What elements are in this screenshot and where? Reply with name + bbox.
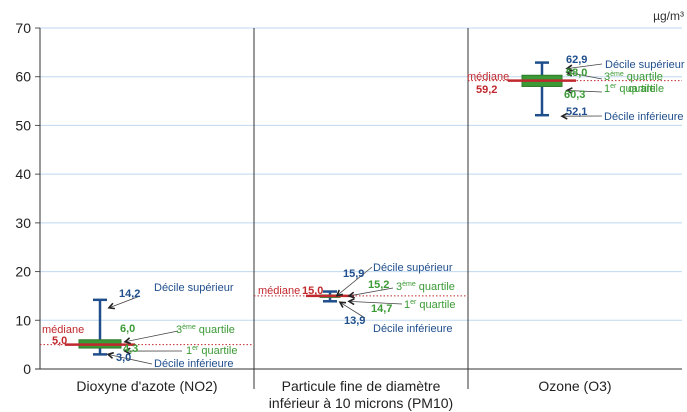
q3-value-label: 15,2 xyxy=(368,279,389,291)
annotation-arrowhead xyxy=(107,302,116,310)
annotation-arrowhead xyxy=(338,301,347,308)
median-value-label: 5,0 xyxy=(52,335,67,347)
annotation-arrowhead xyxy=(560,112,568,120)
q3-value-label: 58,0 xyxy=(566,67,587,79)
y-tick-label: 30 xyxy=(15,215,31,231)
annotation-leader xyxy=(336,266,373,296)
annotation-arrowhead xyxy=(106,351,114,359)
decile-sup-value-label: 62,9 xyxy=(566,54,587,66)
decile-inf-value-label: 52,1 xyxy=(566,106,587,118)
decile-inf-name-label: Décile inférieure xyxy=(154,358,233,370)
decile-sup-name-label: Décile supérieur xyxy=(605,59,685,71)
annotation-arrowhead xyxy=(123,347,131,355)
q1-name-label: 1er quartile xyxy=(604,83,656,95)
decile-inf-value-label: 3,0 xyxy=(116,352,131,364)
median-name-label: médiane xyxy=(467,71,509,83)
median-value-label: 15,0 xyxy=(302,285,323,297)
annotation-arrowhead xyxy=(565,64,573,72)
y-tick-label: 10 xyxy=(15,312,31,328)
category-label: inférieur à 10 microns (PM10) xyxy=(269,395,453,411)
q1-value-label: 60,3 xyxy=(564,89,585,101)
y-tick-label: 20 xyxy=(15,264,31,280)
median-name-label: médiane xyxy=(42,324,84,336)
q1-value-label: 14,7 xyxy=(371,303,392,315)
median-name-label: médiane xyxy=(258,285,300,297)
decile-sup-value-label: 15,9 xyxy=(343,268,364,280)
category-label: Dioxyne d'azote (NO2) xyxy=(76,378,217,394)
q3-value-label: 6,0 xyxy=(120,323,135,335)
annotation-leader xyxy=(566,90,603,93)
category-label: Ozone (O3) xyxy=(538,378,611,394)
q3-name-label: 3ème quartile xyxy=(176,324,235,336)
q3-name-label: 3ème quartile xyxy=(604,71,663,83)
median-value-label: 59,2 xyxy=(476,84,497,96)
y-tick-label: 60 xyxy=(15,69,31,85)
y-tick-label: 0 xyxy=(23,361,31,377)
q3-name-label-line2: quartile xyxy=(628,83,664,95)
y-tick-label: 50 xyxy=(15,117,31,133)
annotation-leader xyxy=(107,353,153,365)
annotation-leader xyxy=(339,301,366,319)
annotation-leader xyxy=(108,295,141,309)
q1-name-label: 1er quartile xyxy=(404,299,456,311)
annotation-leader xyxy=(124,330,179,343)
category-label: Particule fine de diamètre xyxy=(282,378,441,394)
annotation-arrowhead xyxy=(565,69,573,77)
y-tick-label: 70 xyxy=(15,20,31,36)
decile-inf-name-label: Décile inférieure xyxy=(604,111,683,123)
decile-inf-name-label: Décile inférieure xyxy=(373,323,452,335)
annotation-arrowhead xyxy=(347,291,355,299)
annotation-arrowhead xyxy=(335,289,344,297)
decile-sup-value-label: 14,2 xyxy=(119,288,140,300)
annotation-leader xyxy=(566,71,603,80)
q1-value-label: 4,3 xyxy=(123,343,138,355)
unit-label: µg/m³ xyxy=(653,9,684,23)
decile-inf-value-label: 13,9 xyxy=(344,315,365,327)
annotation-arrowhead xyxy=(123,337,131,345)
annotation-arrowhead xyxy=(565,87,573,95)
decile-sup-name-label: Décile supérieur xyxy=(373,262,453,274)
y-tick-label: 40 xyxy=(15,166,31,182)
annotation-leader xyxy=(348,287,394,297)
annotation-arrowhead xyxy=(347,298,355,306)
q3-name-label: 3ème quartile xyxy=(396,281,455,293)
decile-sup-name-label: Décile supérieur xyxy=(154,282,234,294)
q1-name-label: 1er quartile xyxy=(186,345,238,357)
annotation-leader xyxy=(566,63,603,69)
annotation-leader xyxy=(348,300,403,305)
